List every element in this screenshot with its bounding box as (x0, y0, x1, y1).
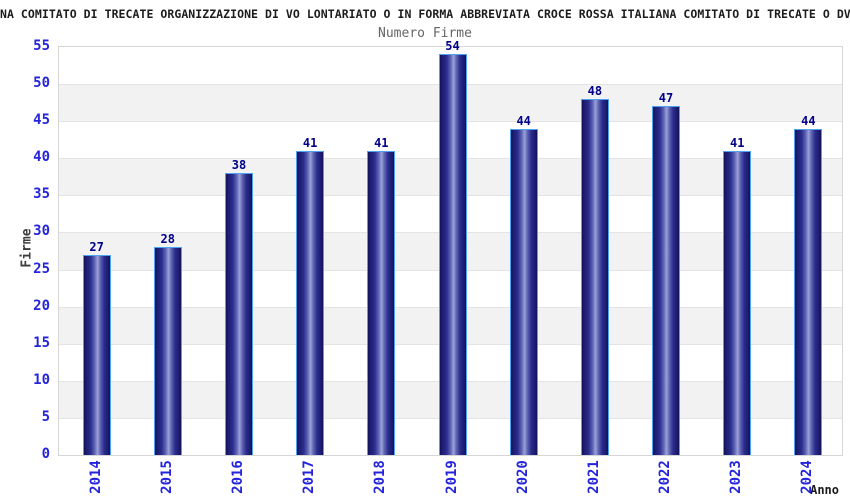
bar-2014 (82, 254, 111, 455)
x-tick-label-2022: 2022 (657, 460, 674, 494)
chart-subtitle: Numero Firme (378, 26, 472, 41)
bar-2021 (580, 98, 609, 455)
bar-2023 (723, 150, 752, 455)
x-tick-label-2023: 2023 (728, 460, 745, 494)
y-tick-label-40: 40 (33, 149, 50, 166)
x-axis: 2014 2015 2016 2017 2018 2019 2020 2021 2022 2023… (58, 455, 841, 500)
y-axis: 0 5 10 15 20 25 30 35 40 45 50 55 (0, 39, 50, 461)
bar-value-2019: 54 (445, 39, 460, 54)
y-tick-label-35: 35 (33, 186, 50, 203)
bar-value-2014: 27 (89, 239, 104, 254)
y-tick-label-55: 55 (33, 38, 50, 54)
y-tick-label-45: 45 (33, 112, 50, 129)
bar-value-2024: 44 (801, 113, 816, 128)
bar-value-2017: 41 (302, 135, 318, 150)
y-tick-label-30: 30 (33, 223, 50, 240)
x-tick-label-2016: 2016 (229, 460, 246, 494)
bar-value-2018: 41 (374, 135, 389, 150)
bar-2015 (153, 247, 182, 455)
y-tick-label-15: 15 (33, 334, 50, 351)
y-tick-label-10: 10 (33, 371, 50, 388)
bar-2018 (367, 150, 396, 455)
chart-title: NA COMITATO DI TRECATE ORGANIZZAZIONE DI… (0, 7, 850, 21)
x-tick-label-2014: 2014 (87, 460, 104, 494)
plot-area: 27 28 38 41 41 54 44 48 47 41 44 (58, 40, 843, 456)
bar-value-2016: 38 (231, 158, 247, 173)
x-tick-label-2020: 2020 (514, 460, 531, 494)
y-tick-label-20: 20 (33, 297, 50, 314)
x-tick-label-2017: 2017 (301, 460, 318, 494)
bar-2022 (652, 106, 681, 455)
bar-value-2021: 48 (587, 83, 603, 98)
x-tick-label-2021: 2021 (585, 460, 602, 494)
x-axis-title: Anno (810, 483, 839, 497)
bar-2017 (296, 150, 325, 455)
bar-2016 (224, 173, 253, 455)
bar-value-2015: 28 (160, 232, 175, 247)
bar-2020 (509, 128, 538, 455)
bar-value-2023: 41 (729, 135, 745, 150)
x-tick-label-2018: 2018 (372, 460, 389, 494)
bar-2019 (438, 54, 467, 455)
bar-value-2020: 44 (516, 113, 531, 128)
y-tick-label-25: 25 (33, 260, 50, 277)
x-tick-label-2019: 2019 (443, 460, 460, 494)
y-tick-label-50: 50 (33, 75, 50, 92)
bar-2024 (794, 128, 823, 455)
y-tick-label-0: 0 (41, 446, 50, 462)
bar-value-2022: 47 (658, 91, 674, 106)
x-tick-label-2015: 2015 (158, 460, 175, 494)
y-tick-label-5: 5 (41, 408, 50, 425)
